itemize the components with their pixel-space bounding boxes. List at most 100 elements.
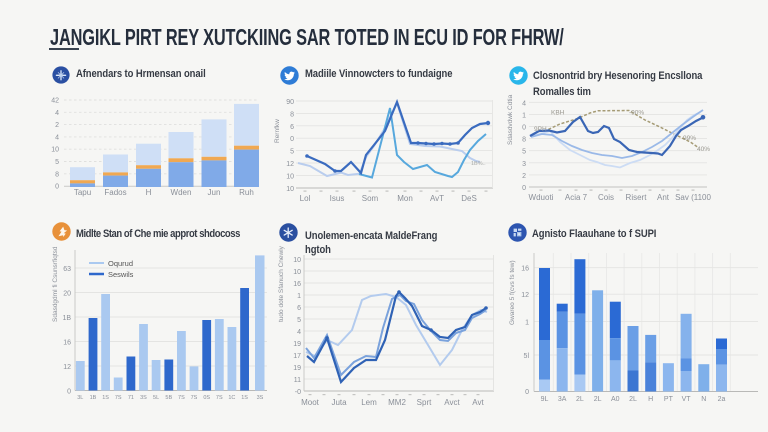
svg-text:1: 1 [525,320,529,327]
svg-text:Som: Som [362,194,379,203]
svg-text:Juta: Juta [331,398,347,407]
svg-text:MM2: MM2 [388,398,406,407]
svg-text:Fados: Fados [104,188,126,197]
svg-text:10: 10 [293,269,301,276]
svg-text:0: 0 [522,125,526,132]
svg-text:0: 0 [290,136,294,143]
svg-text:0: 0 [67,389,71,396]
svg-text:2L: 2L [576,396,584,403]
svg-text:5: 5 [55,159,59,166]
svg-text:Risert: Risert [626,193,648,202]
svg-text:Cois: Cois [598,193,614,202]
svg-text:42: 42 [51,98,59,105]
svg-text:Wden: Wden [171,188,192,197]
svg-text:0: 0 [522,185,526,192]
svg-text:40%: 40% [697,146,710,153]
svg-text:6: 6 [297,305,301,312]
svg-text:17: 17 [293,353,301,360]
svg-text:DeS: DeS [461,194,477,203]
svg-text:4: 4 [55,110,59,117]
svg-text:19: 19 [293,365,301,372]
svg-text:8: 8 [55,171,59,178]
svg-text:VT: VT [682,396,692,403]
svg-text:Moot: Moot [301,398,320,407]
svg-text:Sdasdvdwk Cdtia: Sdasdvdwk Cdtia [507,94,514,145]
svg-text:9PH: 9PH [534,126,547,133]
svg-text:tudo dote Sfanuch Cnewiy: tudo dote Sfanuch Cnewiy [278,245,285,322]
svg-text:71: 71 [128,395,134,401]
svg-text:Sav (1100: Sav (1100 [675,193,711,202]
svg-text:-0: -0 [295,389,301,396]
svg-text:H: H [648,396,653,403]
svg-text:Ruh: Ruh [239,188,254,197]
svg-text:N: N [701,396,706,403]
svg-text:1: 1 [297,293,301,300]
svg-text:1S: 1S [102,395,109,401]
svg-text:Lol: Lol [300,194,311,203]
svg-text:A0: A0 [611,396,620,403]
svg-text:0: 0 [55,184,59,191]
svg-text:2: 2 [522,173,526,180]
svg-text:3S: 3S [257,395,264,401]
svg-text:Seswils: Seswils [108,270,134,279]
svg-text:Avct: Avct [444,398,460,407]
svg-text:16: 16 [521,266,529,273]
svg-text:KBH: KBH [551,110,565,117]
svg-text:1S: 1S [241,395,248,401]
svg-text:4: 4 [55,134,59,141]
svg-text:Oqurud: Oqurud [108,259,133,268]
svg-text:12: 12 [63,364,71,371]
svg-text:1B: 1B [62,315,71,322]
svg-text:PT: PT [664,396,674,403]
svg-text:6: 6 [290,124,294,131]
svg-text:10: 10 [286,173,294,180]
svg-text:99%: 99% [683,135,696,142]
svg-text:8: 8 [522,137,526,144]
svg-text:Lem: Lem [361,398,377,407]
svg-text:10: 10 [286,186,294,193]
svg-text:Ant: Ant [657,193,670,202]
svg-text:Sprt: Sprt [417,398,432,407]
svg-text:7S: 7S [191,395,198,401]
svg-text:1B: 1B [90,395,97,401]
svg-text:Acia 7: Acia 7 [565,193,588,202]
svg-text:2L: 2L [629,396,637,403]
svg-text:90: 90 [286,99,294,106]
svg-text:19: 19 [293,341,301,348]
svg-text:1: 1 [522,112,526,119]
svg-text:5: 5 [522,149,526,156]
svg-text:3S: 3S [140,395,147,401]
svg-text:12: 12 [286,161,294,168]
svg-text:5: 5 [290,149,294,156]
svg-text:Gwareo 5 f(cvs fs tew): Gwareo 5 f(cvs fs tew) [509,260,516,325]
svg-text:Isus: Isus [330,194,345,203]
svg-text:3L: 3L [77,395,83,401]
svg-text:9L: 9L [541,396,549,403]
svg-text:0S: 0S [203,395,210,401]
svg-text:1B%..: 1B%.. [471,161,486,167]
svg-text:Wduoti: Wduoti [529,193,554,202]
svg-text:Sdasdgdml fi Csunsrfiqtsd: Sdasdgdml fi Csunsrfiqtsd [52,246,59,322]
svg-text:8: 8 [290,111,294,118]
svg-text:10: 10 [293,257,301,264]
svg-text:4: 4 [297,329,301,336]
svg-text:5L: 5L [153,395,159,401]
svg-text:3A: 3A [558,396,567,403]
svg-text:5B: 5B [165,395,172,401]
svg-text:10: 10 [51,147,59,154]
svg-text:-90%: -90% [629,110,644,117]
svg-text:Tapu: Tapu [74,188,91,197]
svg-text:H: H [146,188,152,197]
svg-text:1C: 1C [228,395,235,401]
svg-text:7S: 7S [216,395,223,401]
svg-text:Jun: Jun [208,188,221,197]
svg-text:7S: 7S [178,395,185,401]
svg-text:16: 16 [63,340,71,347]
svg-text:63: 63 [63,266,71,273]
svg-text:0: 0 [525,389,529,396]
svg-text:Rernfkw: Rernfkw [274,119,281,143]
svg-text:7S: 7S [115,395,122,401]
svg-text:11: 11 [294,377,301,384]
svg-text:2L: 2L [594,396,602,403]
svg-text:3: 3 [522,161,526,168]
